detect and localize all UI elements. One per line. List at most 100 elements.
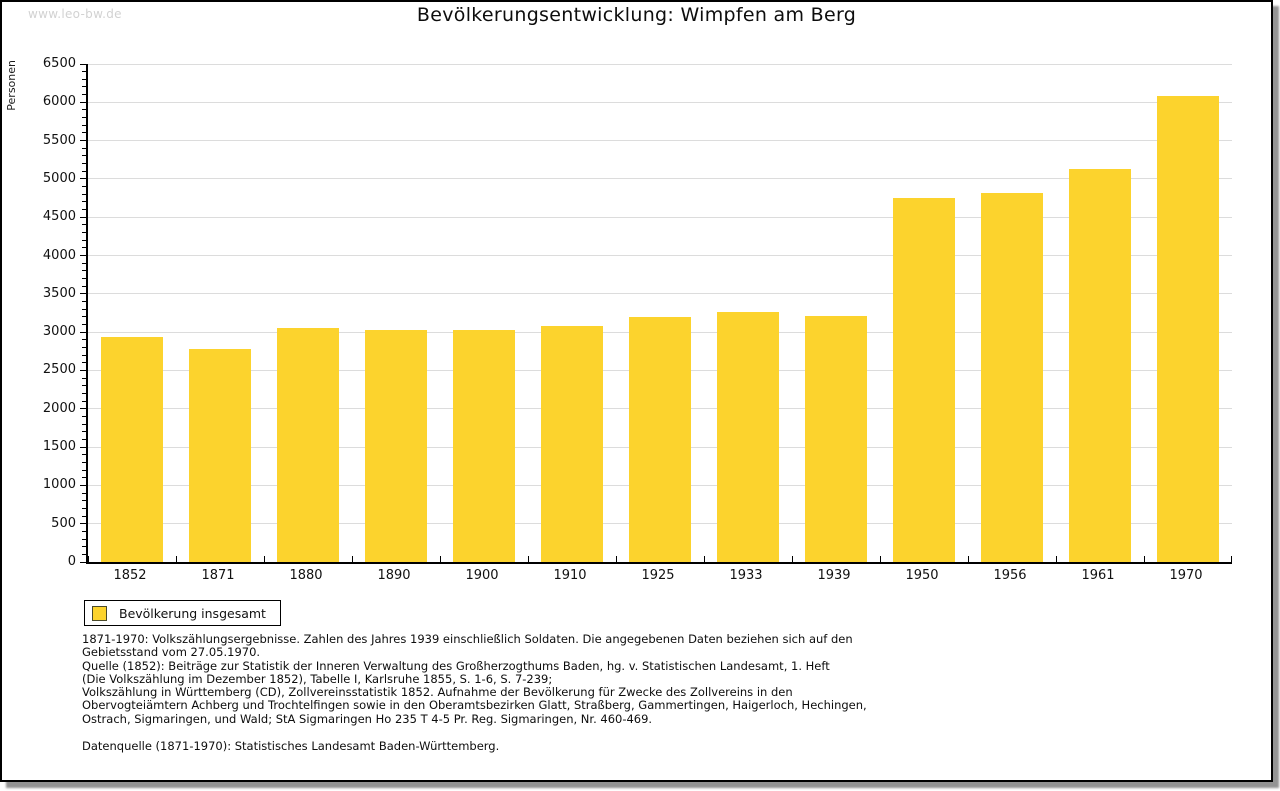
gridline: [88, 216, 1232, 218]
y-axis-minor-tick: [82, 239, 86, 241]
y-axis-minor-tick: [82, 400, 86, 402]
y-axis-minor-tick: [82, 492, 86, 494]
y-axis-minor-tick: [82, 438, 86, 440]
bar-1900: [453, 329, 515, 562]
y-axis-major-tick: [80, 331, 86, 333]
x-axis-tick: [704, 556, 705, 562]
x-tick-label: 1880: [289, 568, 323, 583]
x-tick-label: 1950: [905, 568, 939, 583]
x-axis-tick: [1144, 556, 1145, 562]
chart-title: Bevölkerungsentwicklung: Wimpfen am Berg: [416, 4, 857, 26]
y-axis-minor-tick: [82, 86, 86, 88]
y-axis-minor-tick: [82, 530, 86, 532]
y-axis-minor-tick: [82, 232, 86, 234]
y-tick-label: 1000: [42, 477, 76, 493]
y-tick-label: 5000: [42, 170, 76, 186]
x-axis-tick: [880, 556, 881, 562]
bar-1970: [1157, 95, 1219, 562]
y-axis-major-tick: [80, 255, 86, 257]
footnote-line: 1871-1970: Volkszählungsergebnisse. Zahl…: [82, 632, 853, 646]
y-axis-major-tick: [80, 369, 86, 371]
y-axis-major-tick: [80, 523, 86, 525]
y-tick-label: 1500: [42, 439, 76, 455]
x-tick-label: 1939: [817, 568, 851, 583]
y-axis-major-tick: [80, 101, 86, 103]
y-axis-minor-tick: [82, 415, 86, 417]
gridline: [88, 293, 1232, 295]
y-axis-minor-tick: [82, 278, 86, 280]
gridline: [88, 255, 1232, 257]
y-tick-label: 3500: [42, 285, 76, 301]
x-tick-label: 1852: [113, 568, 147, 583]
bar-1939: [805, 316, 867, 562]
y-axis-minor-tick: [82, 201, 86, 203]
y-tick-label: 6500: [42, 56, 76, 71]
y-axis-minor-tick: [82, 247, 86, 249]
x-axis-tick: [1231, 556, 1232, 562]
x-axis-tick: [176, 556, 177, 562]
y-axis-major-tick: [80, 484, 86, 486]
y-axis-minor-tick: [82, 423, 86, 425]
y-tick-label: 4000: [42, 247, 76, 263]
bar-1890: [365, 329, 427, 562]
gridline: [88, 63, 1232, 65]
y-axis-minor-tick: [82, 285, 86, 287]
y-axis-minor-tick: [82, 354, 86, 356]
y-axis-minor-tick: [82, 431, 86, 433]
y-axis-minor-tick: [82, 362, 86, 364]
y-axis-minor-tick: [82, 507, 86, 509]
y-axis-minor-tick: [82, 94, 86, 96]
footnote-line: Gebietsstand vom 27.05.1970.: [82, 645, 261, 660]
y-tick-label: 2000: [42, 400, 76, 416]
y-tick-label: 4500: [42, 209, 76, 225]
x-axis-tick: [352, 556, 353, 562]
x-tick-label: 1956: [993, 568, 1027, 583]
y-axis-minor-tick: [82, 78, 86, 80]
y-axis-minor-tick: [82, 262, 86, 264]
x-tick-label: 1933: [729, 568, 763, 583]
y-axis-minor-tick: [82, 477, 86, 479]
x-tick-label: 1961: [1081, 568, 1115, 583]
y-axis-minor-tick: [82, 454, 86, 456]
y-tick-label: 3000: [42, 324, 76, 340]
y-axis-minor-tick: [82, 163, 86, 165]
x-axis-tick: [440, 556, 441, 562]
x-axis-tick: [1056, 556, 1057, 562]
x-axis-tick-labels: 1852 1871 1880 1890 1900 1910 1925 1933 1939 1950…: [86, 568, 1230, 586]
y-axis-minor-tick: [82, 124, 86, 126]
footnotes-block: 1871-1970: Volkszählungsergebnisse. Zahl…: [82, 632, 867, 726]
y-axis-minor-tick: [82, 346, 86, 348]
y-axis-major-tick: [80, 408, 86, 410]
y-axis-major-tick: [80, 293, 86, 295]
y-axis-major-tick: [80, 561, 86, 563]
x-axis-tick: [968, 556, 969, 562]
footnote-line: (Die Volkszählung im Dezember 1852), Tab…: [82, 671, 553, 686]
y-axis-minor-tick: [82, 186, 86, 188]
y-axis-minor-tick: [82, 147, 86, 149]
x-axis-tick: [88, 556, 89, 562]
bar-1852: [101, 336, 163, 562]
y-axis-tick-labels: 0 500 1000 1500 2000 2500 3000 3500 4000 4500 5000…: [2, 56, 76, 569]
y-axis-minor-tick: [82, 339, 86, 341]
y-axis-minor-tick: [82, 392, 86, 394]
x-axis-tick: [528, 556, 529, 562]
y-axis-minor-tick: [82, 109, 86, 111]
footnote-line: Ostrach, Sigmaringen, und Wald; StA Sigm…: [82, 711, 653, 726]
y-axis-minor-tick: [82, 270, 86, 272]
gridline: [88, 101, 1232, 103]
y-axis-minor-tick: [82, 377, 86, 379]
y-axis-minor-tick: [82, 323, 86, 325]
y-axis-minor-tick: [82, 538, 86, 540]
legend-box: Bevölkerung insgesamt: [84, 600, 281, 626]
y-axis-major-tick: [80, 446, 86, 448]
y-axis-minor-tick: [82, 193, 86, 195]
y-axis-minor-tick: [82, 209, 86, 211]
y-axis-minor-tick: [82, 515, 86, 517]
x-axis-tick: [264, 556, 265, 562]
bar-1933: [717, 312, 779, 562]
bar-1925: [629, 317, 691, 562]
y-tick-label: 500: [51, 515, 76, 531]
y-axis-minor-tick: [82, 170, 86, 172]
y-axis-minor-tick: [82, 469, 86, 471]
